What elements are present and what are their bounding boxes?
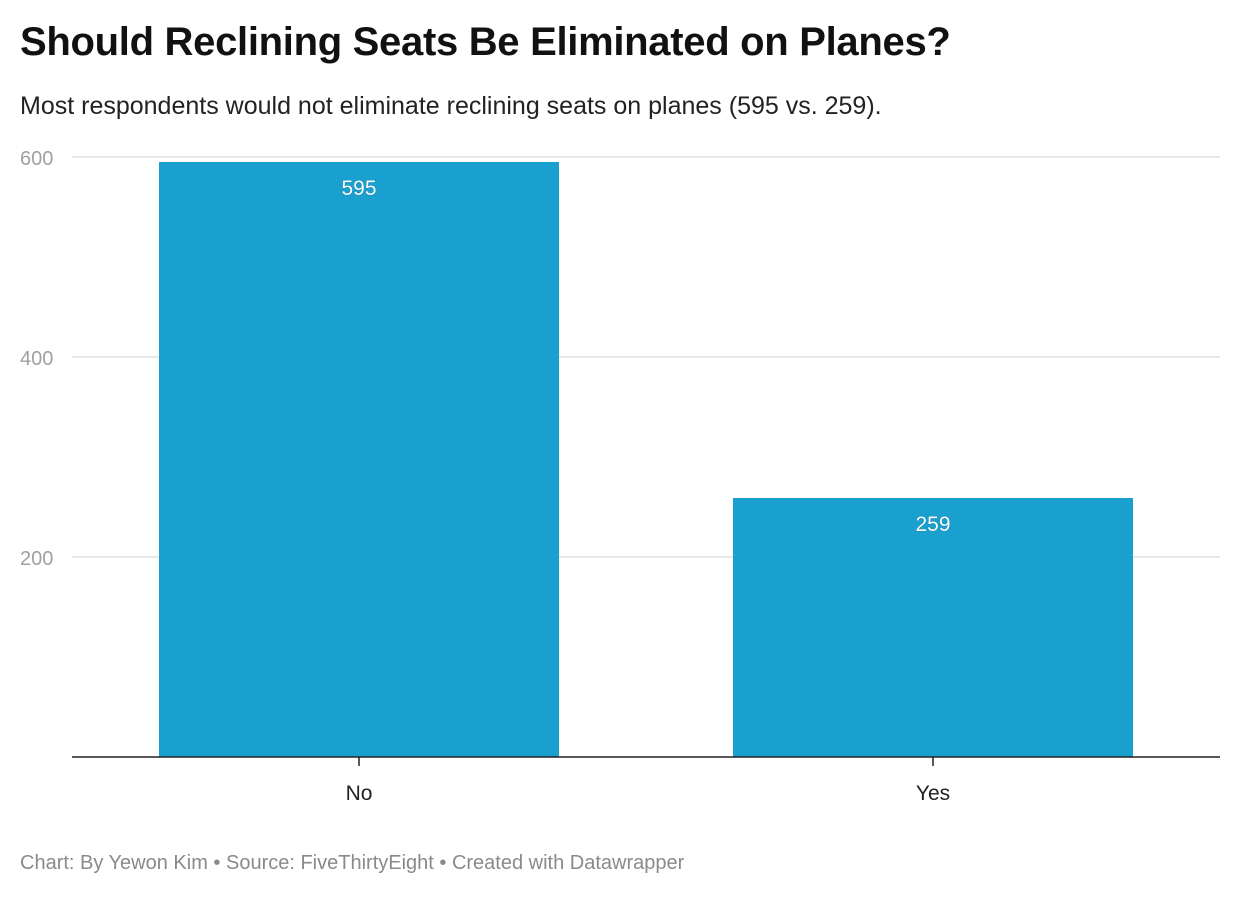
chart-subtitle: Most respondents would not eliminate rec… [20, 92, 882, 120]
y-tick-label: 400 [20, 348, 53, 370]
y-tick-label: 600 [20, 148, 53, 170]
y-axis-ticks: 200 400 600 [20, 148, 53, 570]
x-axis-ticks: No Yes [346, 757, 950, 805]
x-tick-label-no: No [346, 782, 373, 805]
data-label-no: 595 [341, 177, 376, 200]
data-labels: 595 259 [341, 177, 951, 537]
chart-title: Should Reclining Seats Be Eliminated on … [20, 20, 951, 64]
bar-yes [733, 498, 1133, 757]
bar-no [159, 162, 559, 757]
x-tick-label-yes: Yes [916, 782, 950, 805]
bars [159, 162, 1133, 757]
y-tick-label: 200 [20, 548, 53, 570]
data-label-yes: 259 [915, 513, 950, 536]
chart-footer: Chart: By Yewon Kim • Source: FiveThirty… [20, 852, 685, 874]
